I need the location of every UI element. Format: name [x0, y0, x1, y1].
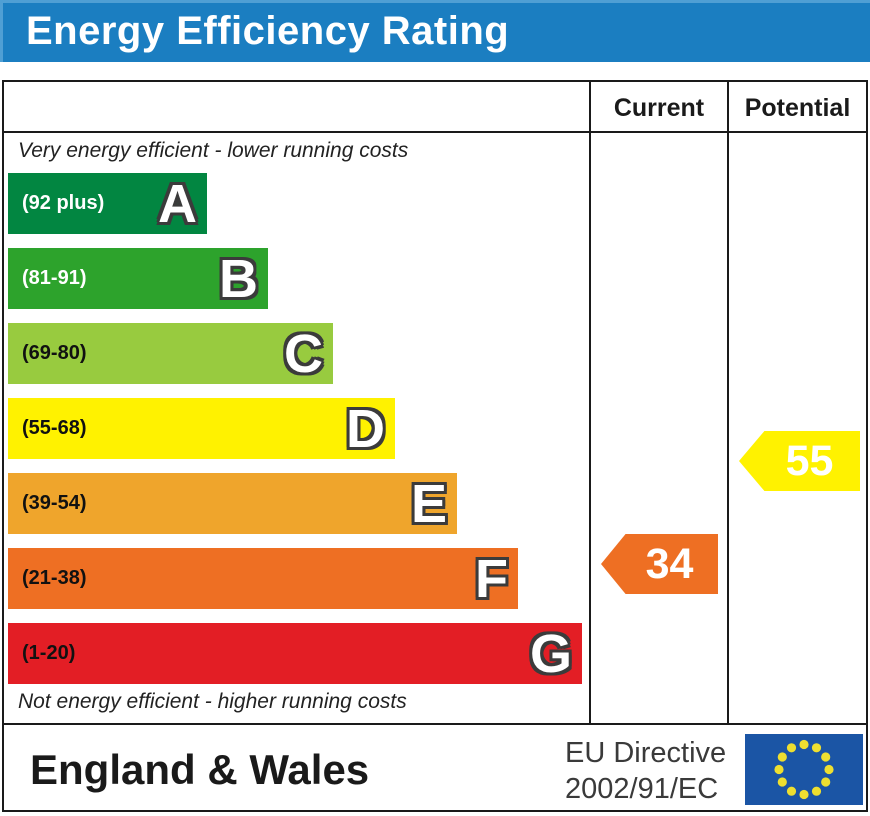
- eu-directive-line1: EU Directive: [565, 737, 727, 769]
- eu-flag-icon: [745, 734, 863, 805]
- band-letter: C: [284, 323, 323, 384]
- eu-directive-label: EU Directive 2002/91/EC: [565, 735, 726, 807]
- bottom-note: Not energy efficient - higher running co…: [18, 690, 407, 713]
- band-row-c: (69-80) C: [8, 323, 333, 384]
- column-header-potential: Potential: [744, 93, 851, 122]
- band-range-label: (1-20): [22, 642, 76, 664]
- region-label: England & Wales: [30, 746, 370, 793]
- band-row-g: (1-20) G: [8, 623, 582, 684]
- band-range-label: (92 plus): [22, 192, 105, 214]
- band-letter: B: [219, 248, 258, 309]
- top-note: Very energy efficient - lower running co…: [18, 139, 409, 162]
- column-divider-potential: [727, 80, 729, 725]
- band-letter: G: [529, 623, 572, 684]
- band-range-label: (69-80): [22, 342, 87, 364]
- band-row-d: (55-68) D: [8, 398, 395, 459]
- band-row-a: (92 plus) A: [8, 173, 207, 234]
- page-title: Energy Efficiency Rating: [26, 8, 510, 53]
- band-range-label: (81-91): [22, 267, 87, 289]
- title-bar: Energy Efficiency Rating: [0, 0, 870, 62]
- potential-arrow: 55: [739, 431, 860, 491]
- current-value: 34: [645, 539, 694, 588]
- column-header-current: Current: [613, 93, 705, 122]
- current-arrow: 34: [601, 534, 718, 594]
- band-letter: E: [410, 473, 447, 534]
- band-letter: A: [158, 173, 197, 234]
- band-range-label: (21-38): [22, 567, 87, 589]
- band-range-label: (55-68): [22, 417, 87, 439]
- header-divider: [2, 131, 868, 133]
- band-row-f: (21-38) F: [8, 548, 518, 609]
- potential-value: 55: [785, 436, 834, 485]
- band-letter: F: [475, 548, 508, 609]
- eu-directive-line2: 2002/91/EC: [565, 773, 719, 805]
- band-row-e: (39-54) E: [8, 473, 457, 534]
- column-divider-current: [589, 80, 591, 725]
- footer-divider: [2, 723, 868, 725]
- band-letter: D: [346, 398, 385, 459]
- band-range-label: (39-54): [22, 492, 87, 514]
- band-row-b: (81-91) B: [8, 248, 268, 309]
